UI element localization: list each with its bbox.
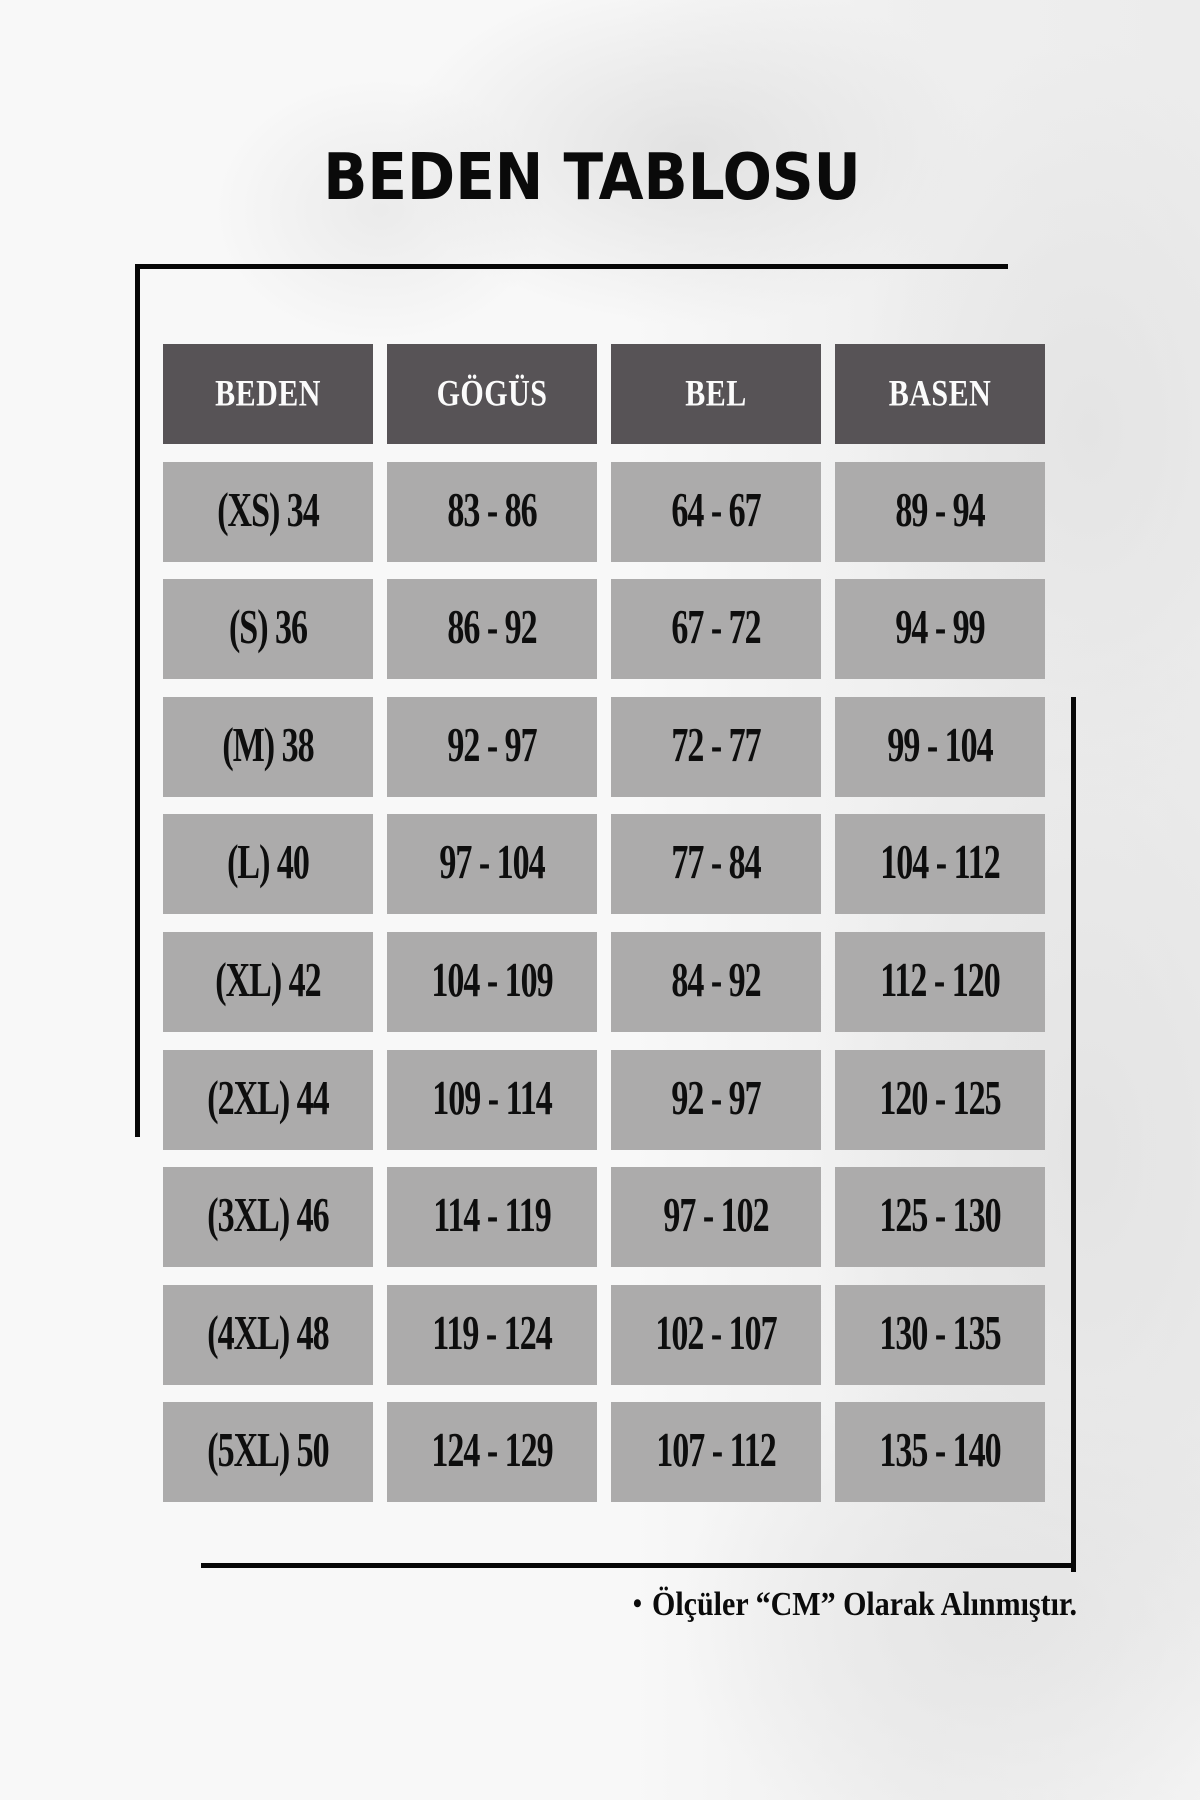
table-value-cell-text: 99 - 104 (887, 719, 993, 773)
table-value-cell-text: 125 - 130 (879, 1190, 1001, 1243)
size-table: BEDEN GÖGÜS BEL BASEN (XS) 34 83 - 86 64 - 67 8… (163, 344, 1045, 1503)
table-size-cell: (2XL) 44 (163, 1049, 373, 1150)
table-value-cell-text: 94 - 99 (895, 602, 985, 655)
table-header-cell-text: BEL (685, 372, 747, 414)
table-size-cell-text: (XS) 34 (217, 484, 320, 538)
frame-right-line (1071, 697, 1076, 1572)
table-value-cell: 102 - 107 (611, 1284, 821, 1385)
frame-bottom-line (201, 1563, 1076, 1568)
table-value-cell-text: 112 - 120 (880, 954, 1000, 1008)
table-value-cell-text: 107 - 112 (656, 1425, 776, 1478)
table-value-cell: 92 - 97 (611, 1049, 821, 1150)
table-size-cell-text: (L) 40 (227, 837, 310, 890)
table-size-cell: (S) 36 (163, 579, 373, 680)
table-size-cell-text: (S) 36 (228, 602, 308, 655)
table-value-cell-text: 89 - 94 (895, 484, 985, 538)
table-value-cell-text: 109 - 114 (432, 1072, 552, 1126)
table-value-cell: 99 - 104 (835, 696, 1045, 797)
table-size-cell: (M) 38 (163, 696, 373, 797)
table-value-cell-text: 120 - 125 (879, 1072, 1001, 1126)
frame-left-line (135, 264, 140, 1137)
table-value-cell: 89 - 94 (835, 461, 1045, 562)
table-value-cell-text: 104 - 109 (431, 954, 553, 1008)
table-value-cell: 135 - 140 (835, 1402, 1045, 1503)
table-value-cell: 112 - 120 (835, 931, 1045, 1032)
table-value-cell: 120 - 125 (835, 1049, 1045, 1150)
table-value-cell-text: 86 - 92 (447, 602, 537, 655)
table-header-cell: BEL (611, 344, 821, 444)
table-value-cell: 83 - 86 (387, 461, 597, 562)
table-header-cell: BEDEN (163, 344, 373, 444)
table-value-cell: 77 - 84 (611, 814, 821, 915)
table-value-cell: 94 - 99 (835, 579, 1045, 680)
table-value-cell-text: 124 - 129 (431, 1425, 553, 1478)
table-size-cell-text: (2XL) 44 (207, 1072, 329, 1126)
table-size-cell-text: (M) 38 (222, 719, 314, 773)
table-size-cell-text: (3XL) 46 (207, 1190, 329, 1243)
table-value-cell: 72 - 77 (611, 696, 821, 797)
table-value-cell-text: 77 - 84 (671, 837, 761, 890)
table-header-cell-text: BASEN (888, 372, 992, 414)
table-value-cell-text: 130 - 135 (879, 1307, 1001, 1361)
table-value-cell-text: 135 - 140 (879, 1425, 1001, 1478)
bullet-icon: • (632, 1587, 642, 1620)
table-header-cell: GÖGÜS (387, 344, 597, 444)
table-value-cell: 64 - 67 (611, 461, 821, 562)
table-header-cell: BASEN (835, 344, 1045, 444)
table-value-cell: 97 - 102 (611, 1167, 821, 1268)
table-value-cell-text: 104 - 112 (880, 837, 1000, 890)
table-size-cell: (L) 40 (163, 814, 373, 915)
table-size-cell: (3XL) 46 (163, 1167, 373, 1268)
table-value-cell: 97 - 104 (387, 814, 597, 915)
table-value-cell: 109 - 114 (387, 1049, 597, 1150)
measurement-note-text: Ölçüler “CM” Olarak Alınmıştır. (652, 1586, 1077, 1623)
table-size-cell-text: (5XL) 50 (207, 1425, 329, 1478)
table-value-cell: 67 - 72 (611, 579, 821, 680)
frame-top-line (135, 264, 1008, 269)
table-value-cell: 130 - 135 (835, 1284, 1045, 1385)
table-value-cell-text: 97 - 102 (663, 1190, 769, 1243)
table-header-cell-text: BEDEN (215, 372, 321, 414)
table-size-cell-text: (XL) 42 (215, 954, 321, 1008)
table-value-cell-text: 92 - 97 (671, 1072, 761, 1126)
table-value-cell: 92 - 97 (387, 696, 597, 797)
table-value-cell-text: 67 - 72 (671, 602, 761, 655)
table-value-cell: 114 - 119 (387, 1167, 597, 1268)
page-title: BEDEN TABLOSU (323, 139, 861, 215)
table-value-cell-text: 72 - 77 (671, 719, 761, 773)
table-size-cell: (XS) 34 (163, 461, 373, 562)
table-value-cell-text: 114 - 119 (433, 1190, 552, 1243)
table-size-cell: (5XL) 50 (163, 1402, 373, 1503)
table-value-cell: 124 - 129 (387, 1402, 597, 1503)
table-size-cell: (XL) 42 (163, 931, 373, 1032)
table-value-cell-text: 64 - 67 (671, 484, 761, 538)
table-size-cell-text: (4XL) 48 (207, 1307, 329, 1361)
table-value-cell-text: 83 - 86 (447, 484, 537, 538)
table-value-cell-text: 119 - 124 (432, 1307, 552, 1361)
table-value-cell: 104 - 109 (387, 931, 597, 1032)
table-value-cell: 119 - 124 (387, 1284, 597, 1385)
table-value-cell-text: 102 - 107 (655, 1307, 777, 1361)
table-value-cell: 84 - 92 (611, 931, 821, 1032)
table-header-cell-text: GÖGÜS (436, 372, 548, 414)
table-value-cell: 125 - 130 (835, 1167, 1045, 1268)
table-size-cell: (4XL) 48 (163, 1284, 373, 1385)
table-value-cell: 86 - 92 (387, 579, 597, 680)
table-value-cell: 104 - 112 (835, 814, 1045, 915)
table-value-cell-text: 97 - 104 (439, 837, 545, 890)
measurement-note: • Ölçüler “CM” Olarak Alınmıştır. (633, 1583, 1077, 1627)
table-value-cell-text: 92 - 97 (447, 719, 537, 773)
table-value-cell: 107 - 112 (611, 1402, 821, 1503)
table-value-cell-text: 84 - 92 (671, 954, 761, 1008)
